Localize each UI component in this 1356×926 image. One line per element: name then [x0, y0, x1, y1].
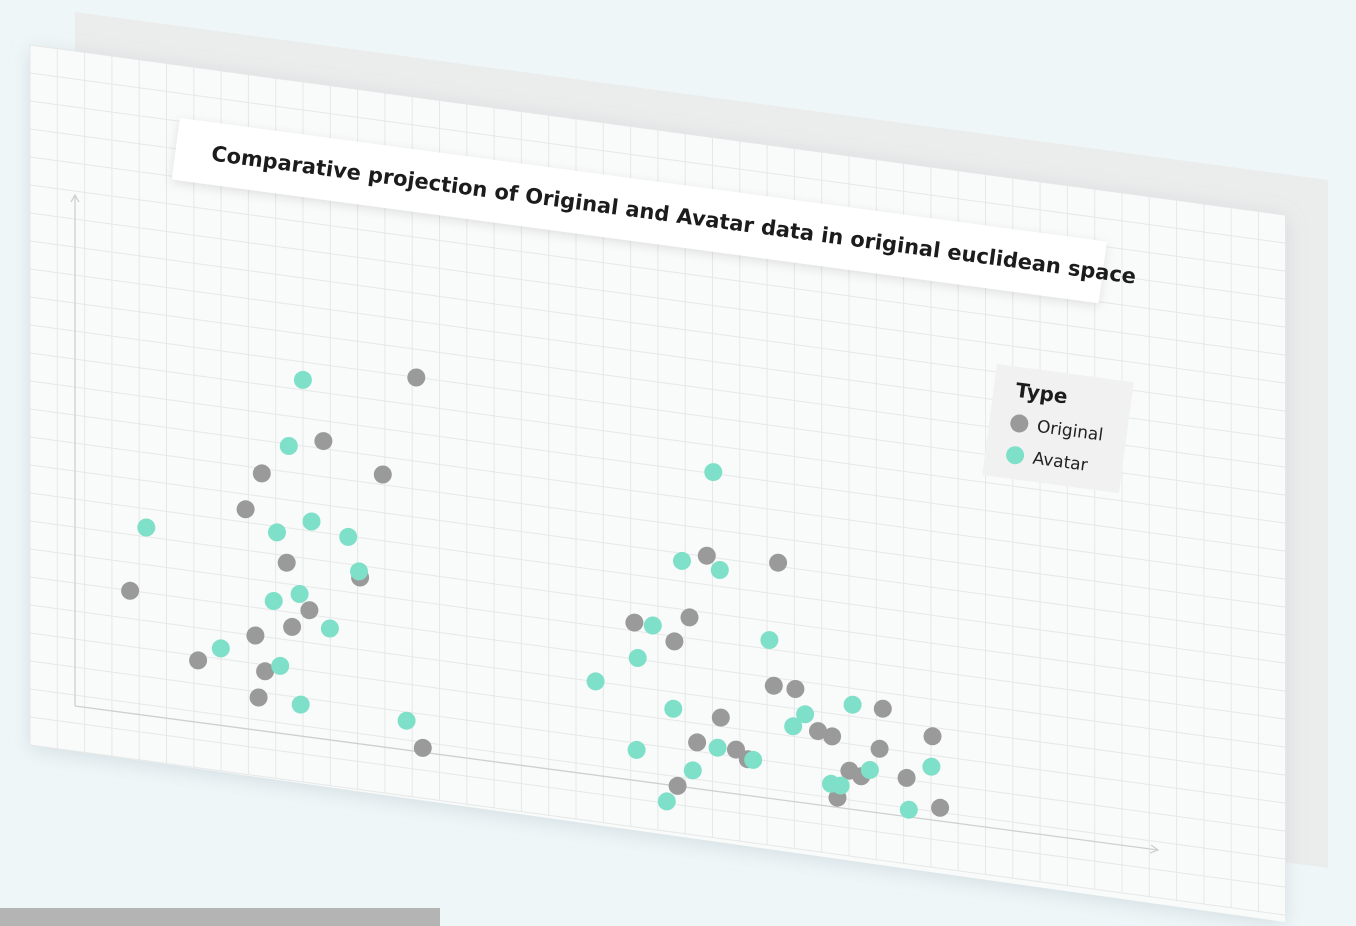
scatter-point-avatar	[211, 639, 230, 658]
scatter-point-avatar	[397, 711, 416, 730]
grid-line-horizontal	[29, 380, 1286, 552]
grid-line-horizontal	[29, 688, 1286, 860]
scatter-point-avatar	[271, 656, 290, 675]
grid-line-horizontal	[29, 548, 1286, 720]
x-axis-line	[74, 705, 1159, 851]
axes	[70, 193, 1160, 854]
grid-line-horizontal	[29, 492, 1286, 664]
series-avatar	[137, 370, 941, 819]
grid-line-horizontal	[29, 744, 1286, 916]
legend-swatch-original	[1010, 414, 1029, 433]
series-original	[121, 368, 950, 817]
grid-line-horizontal	[29, 576, 1286, 748]
scatter-point-original	[786, 680, 805, 698]
grid-line-horizontal	[29, 464, 1286, 636]
scatter-point-avatar	[302, 512, 321, 531]
scatter-point-original	[413, 738, 432, 757]
scatter-point-avatar	[831, 776, 850, 795]
scatter-point-avatar	[293, 370, 312, 389]
grid-line-horizontal	[29, 408, 1286, 580]
scatter-point-original	[283, 617, 302, 636]
scatter-point-avatar	[664, 699, 683, 718]
grid-line-horizontal	[29, 632, 1286, 804]
grid-line-horizontal	[29, 44, 1286, 216]
scatter-point-avatar	[708, 738, 727, 757]
scatter-point-original	[823, 727, 842, 746]
scatter-point-original	[931, 798, 950, 817]
scatter-point-original	[189, 651, 208, 670]
scatter-point-avatar	[657, 792, 676, 811]
scatter-point-original	[680, 608, 699, 627]
scatter-point-avatar	[290, 585, 309, 603]
scatter-point-original	[373, 465, 392, 484]
x-axis-arrow	[1149, 844, 1160, 854]
scatter-point-original	[277, 553, 296, 572]
scatter-point-avatar	[860, 761, 879, 779]
scatter-point-original	[314, 432, 333, 451]
scatter-point-avatar	[784, 717, 803, 736]
grid-line-horizontal	[29, 184, 1286, 356]
scatter-point-avatar	[350, 562, 368, 581]
scatter-point-avatar	[922, 757, 941, 776]
scatter-point-avatar	[137, 518, 156, 537]
y-axis-arrow	[70, 193, 80, 203]
scatter-point-original	[923, 727, 942, 746]
scatter-point-original	[300, 601, 319, 620]
grid-line-horizontal	[29, 520, 1286, 692]
scatter-point-avatar	[279, 437, 298, 455]
scatter-point-avatar	[264, 592, 283, 610]
scatter-point-original	[870, 739, 889, 758]
scatter-point-original	[256, 662, 275, 681]
scatter-point-original	[711, 708, 730, 727]
data-points	[121, 368, 950, 819]
scatter-point-avatar	[704, 463, 723, 482]
scatter-point-avatar	[843, 695, 862, 714]
scatter-point-avatar	[627, 740, 646, 759]
scatter-point-original	[665, 632, 684, 651]
scatter-point-original	[764, 676, 783, 695]
grid-line-horizontal	[29, 436, 1286, 608]
legend: Type Original Avatar	[982, 364, 1134, 494]
scatter-point-avatar	[744, 750, 763, 769]
scatter-point-avatar	[796, 705, 815, 724]
footer-bar	[0, 908, 440, 926]
title-card-background	[172, 118, 1107, 303]
scatter-point-original	[625, 613, 644, 632]
scatter-point-original	[688, 733, 707, 752]
grid-line-horizontal	[29, 604, 1286, 776]
scatter-point-avatar	[628, 649, 647, 667]
scatter-point-avatar	[683, 761, 702, 780]
scatter-point-original	[668, 776, 687, 795]
scatter-point-original	[249, 688, 268, 707]
scatter-point-original	[809, 722, 827, 741]
legend-swatch-avatar	[1006, 446, 1025, 465]
scatter-point-avatar	[320, 619, 339, 638]
scatter-point-avatar	[643, 616, 662, 635]
grid-line-horizontal	[29, 352, 1286, 524]
scatter-point-avatar	[673, 551, 691, 570]
scatter-point-original	[246, 626, 265, 645]
grid-line-horizontal	[29, 660, 1286, 832]
scatter-point-avatar	[268, 523, 286, 542]
scatter-point-original	[236, 500, 255, 519]
scatter-point-original	[873, 699, 892, 718]
scatter-point-avatar	[291, 695, 310, 714]
scatter-point-avatar	[710, 561, 729, 579]
scatter-point-original	[252, 464, 271, 483]
scatter-point-original	[897, 768, 916, 787]
scatter-point-avatar	[339, 527, 358, 546]
scatter-point-original	[407, 368, 426, 387]
scatter-point-original	[769, 553, 788, 572]
scatter-point-original	[121, 581, 140, 600]
grid-line-horizontal	[29, 716, 1286, 888]
scatter-point-avatar	[586, 672, 605, 691]
grid-line-horizontal	[29, 72, 1286, 244]
scatter-point-avatar	[760, 631, 779, 650]
grid-line-horizontal	[29, 212, 1286, 384]
scatter-point-avatar	[899, 800, 918, 819]
scatter-point-original	[697, 546, 716, 565]
